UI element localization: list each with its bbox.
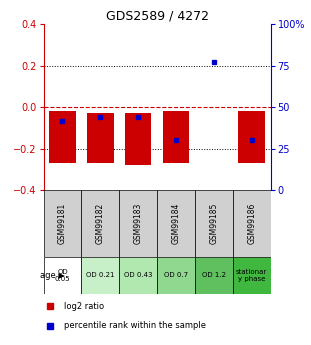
Text: OD
0.05: OD 0.05	[55, 269, 70, 282]
Text: GSM99181: GSM99181	[58, 203, 67, 244]
Bar	[44, 190, 81, 257]
Text: GSM99183: GSM99183	[134, 203, 143, 244]
Text: GSM99184: GSM99184	[171, 203, 180, 244]
Bar	[81, 190, 119, 257]
Bar	[44, 257, 81, 294]
Text: GSM99186: GSM99186	[247, 203, 256, 244]
Bar	[81, 257, 119, 294]
Bar	[119, 190, 157, 257]
Text: percentile rank within the sample: percentile rank within the sample	[64, 321, 206, 330]
Title: GDS2589 / 4272: GDS2589 / 4272	[105, 10, 209, 23]
Bar	[157, 257, 195, 294]
Bar	[49, 111, 76, 163]
Bar	[233, 257, 271, 294]
Text: age ▶: age ▶	[40, 271, 65, 280]
Bar	[233, 190, 271, 257]
Bar	[239, 111, 265, 163]
Text: stationar
y phase: stationar y phase	[236, 269, 267, 282]
Text: log2 ratio: log2 ratio	[64, 302, 104, 311]
Text: GSM99185: GSM99185	[209, 203, 218, 244]
Bar	[195, 257, 233, 294]
Bar	[87, 114, 114, 163]
Text: GSM99182: GSM99182	[96, 203, 105, 244]
Bar	[157, 190, 195, 257]
Bar	[195, 190, 233, 257]
Text: OD 1.2: OD 1.2	[202, 272, 226, 278]
Bar	[163, 111, 189, 163]
Bar	[125, 114, 151, 166]
Text: OD 0.7: OD 0.7	[164, 272, 188, 278]
Text: OD 0.21: OD 0.21	[86, 272, 114, 278]
Text: OD 0.43: OD 0.43	[124, 272, 152, 278]
Bar	[119, 257, 157, 294]
